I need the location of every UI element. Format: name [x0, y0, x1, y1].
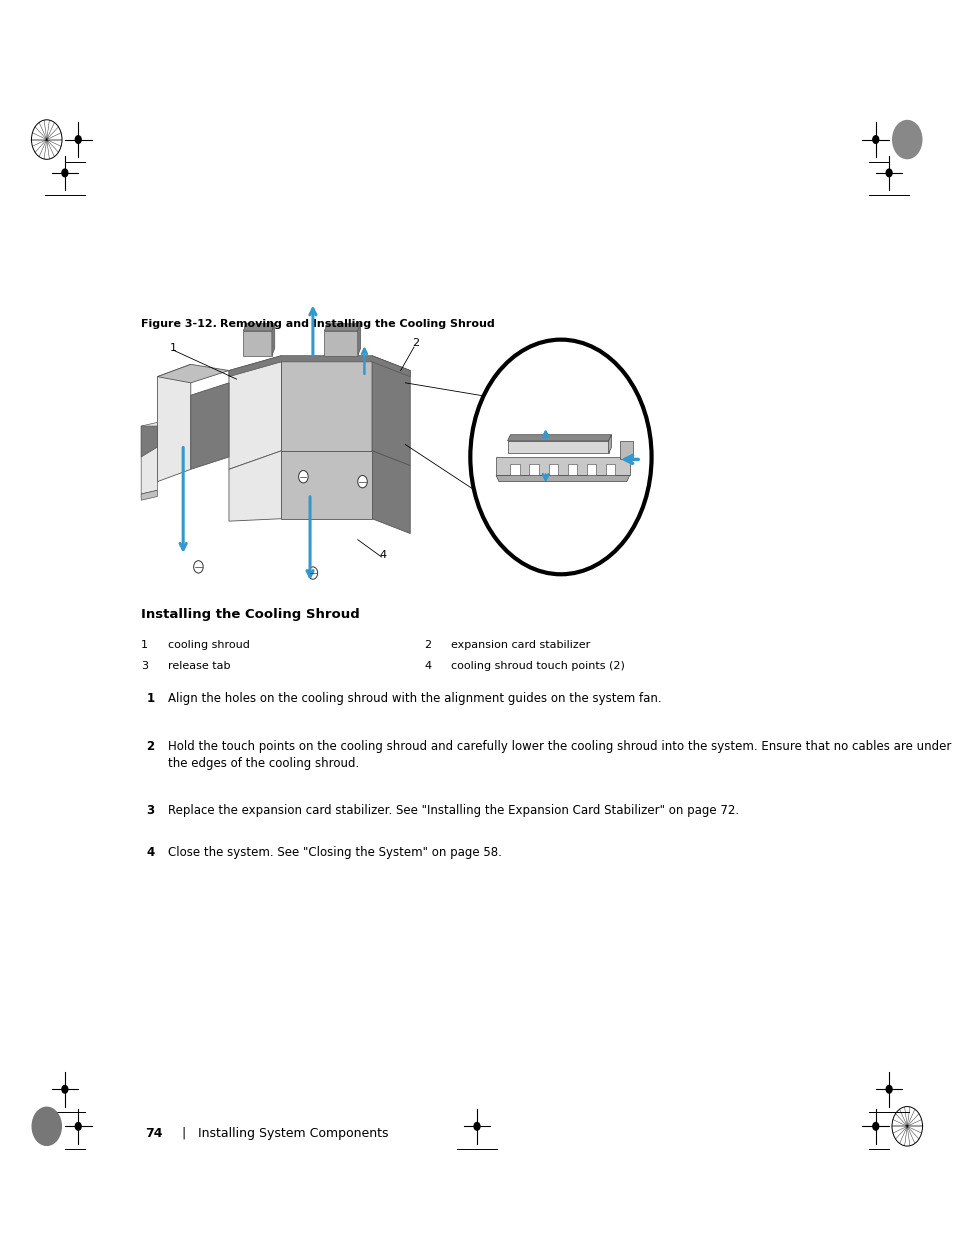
Circle shape	[298, 471, 308, 483]
Circle shape	[62, 1086, 68, 1093]
Text: Align the holes on the cooling shroud with the alignment guides on the system fa: Align the holes on the cooling shroud wi…	[168, 692, 660, 705]
Text: Removing and Installing the Cooling Shroud: Removing and Installing the Cooling Shro…	[220, 319, 495, 329]
Polygon shape	[507, 435, 611, 441]
Polygon shape	[357, 324, 360, 356]
Polygon shape	[529, 464, 538, 475]
Text: 4: 4	[424, 661, 431, 671]
Circle shape	[75, 1123, 81, 1130]
Circle shape	[31, 1107, 62, 1146]
Polygon shape	[324, 324, 360, 331]
Circle shape	[891, 120, 922, 159]
Text: |: |	[181, 1126, 185, 1140]
Text: 74: 74	[145, 1126, 162, 1140]
Circle shape	[872, 1123, 878, 1130]
Text: Close the system. See "Closing the System" on page 58.: Close the system. See "Closing the Syste…	[168, 846, 501, 860]
Circle shape	[885, 169, 891, 177]
Circle shape	[885, 1086, 891, 1093]
Polygon shape	[272, 324, 274, 356]
Polygon shape	[243, 324, 274, 331]
Polygon shape	[229, 356, 410, 377]
Text: release tab: release tab	[168, 661, 231, 671]
Circle shape	[872, 136, 878, 143]
Text: 2: 2	[424, 640, 431, 650]
Text: Hold the touch points on the cooling shroud and carefully lower the cooling shro: Hold the touch points on the cooling shr…	[168, 740, 950, 771]
Circle shape	[193, 561, 203, 573]
Polygon shape	[141, 426, 157, 457]
Polygon shape	[496, 457, 629, 475]
Circle shape	[62, 169, 68, 177]
Text: 1: 1	[141, 640, 148, 650]
Text: 1: 1	[146, 692, 154, 705]
Text: expansion card stabilizer: expansion card stabilizer	[451, 640, 590, 650]
Text: 4: 4	[146, 846, 154, 860]
Polygon shape	[507, 441, 608, 453]
Text: 2: 2	[412, 338, 418, 348]
Text: 3: 3	[146, 804, 154, 818]
Circle shape	[474, 1123, 479, 1130]
Polygon shape	[324, 331, 357, 356]
Polygon shape	[496, 475, 629, 482]
Circle shape	[470, 340, 651, 574]
Polygon shape	[229, 451, 281, 521]
Polygon shape	[281, 451, 372, 519]
Polygon shape	[548, 464, 558, 475]
Polygon shape	[586, 464, 596, 475]
Polygon shape	[608, 435, 611, 453]
Polygon shape	[141, 490, 157, 500]
Text: 3: 3	[528, 378, 535, 388]
Circle shape	[75, 136, 81, 143]
Polygon shape	[243, 331, 272, 356]
Circle shape	[357, 475, 367, 488]
Text: 4: 4	[379, 550, 386, 559]
Text: Installing System Components: Installing System Components	[198, 1126, 389, 1140]
Text: Figure 3-12.: Figure 3-12.	[141, 319, 217, 329]
Polygon shape	[229, 356, 281, 469]
Circle shape	[308, 567, 317, 579]
Text: 2: 2	[146, 740, 154, 753]
Text: 1: 1	[170, 343, 176, 353]
Polygon shape	[372, 356, 410, 466]
Polygon shape	[157, 364, 191, 482]
Text: Replace the expansion card stabilizer. See "Installing the Expansion Card Stabil: Replace the expansion card stabilizer. S…	[168, 804, 739, 818]
Text: cooling shroud: cooling shroud	[168, 640, 250, 650]
Polygon shape	[372, 451, 410, 534]
Polygon shape	[141, 422, 157, 494]
Text: 3: 3	[141, 661, 148, 671]
Polygon shape	[567, 464, 577, 475]
Polygon shape	[510, 464, 519, 475]
Text: Installing the Cooling Shroud: Installing the Cooling Shroud	[141, 608, 359, 621]
Polygon shape	[281, 356, 372, 451]
Polygon shape	[191, 383, 229, 469]
Polygon shape	[619, 441, 632, 459]
Text: cooling shroud touch points (2): cooling shroud touch points (2)	[451, 661, 624, 671]
Polygon shape	[605, 464, 615, 475]
Polygon shape	[157, 364, 229, 383]
